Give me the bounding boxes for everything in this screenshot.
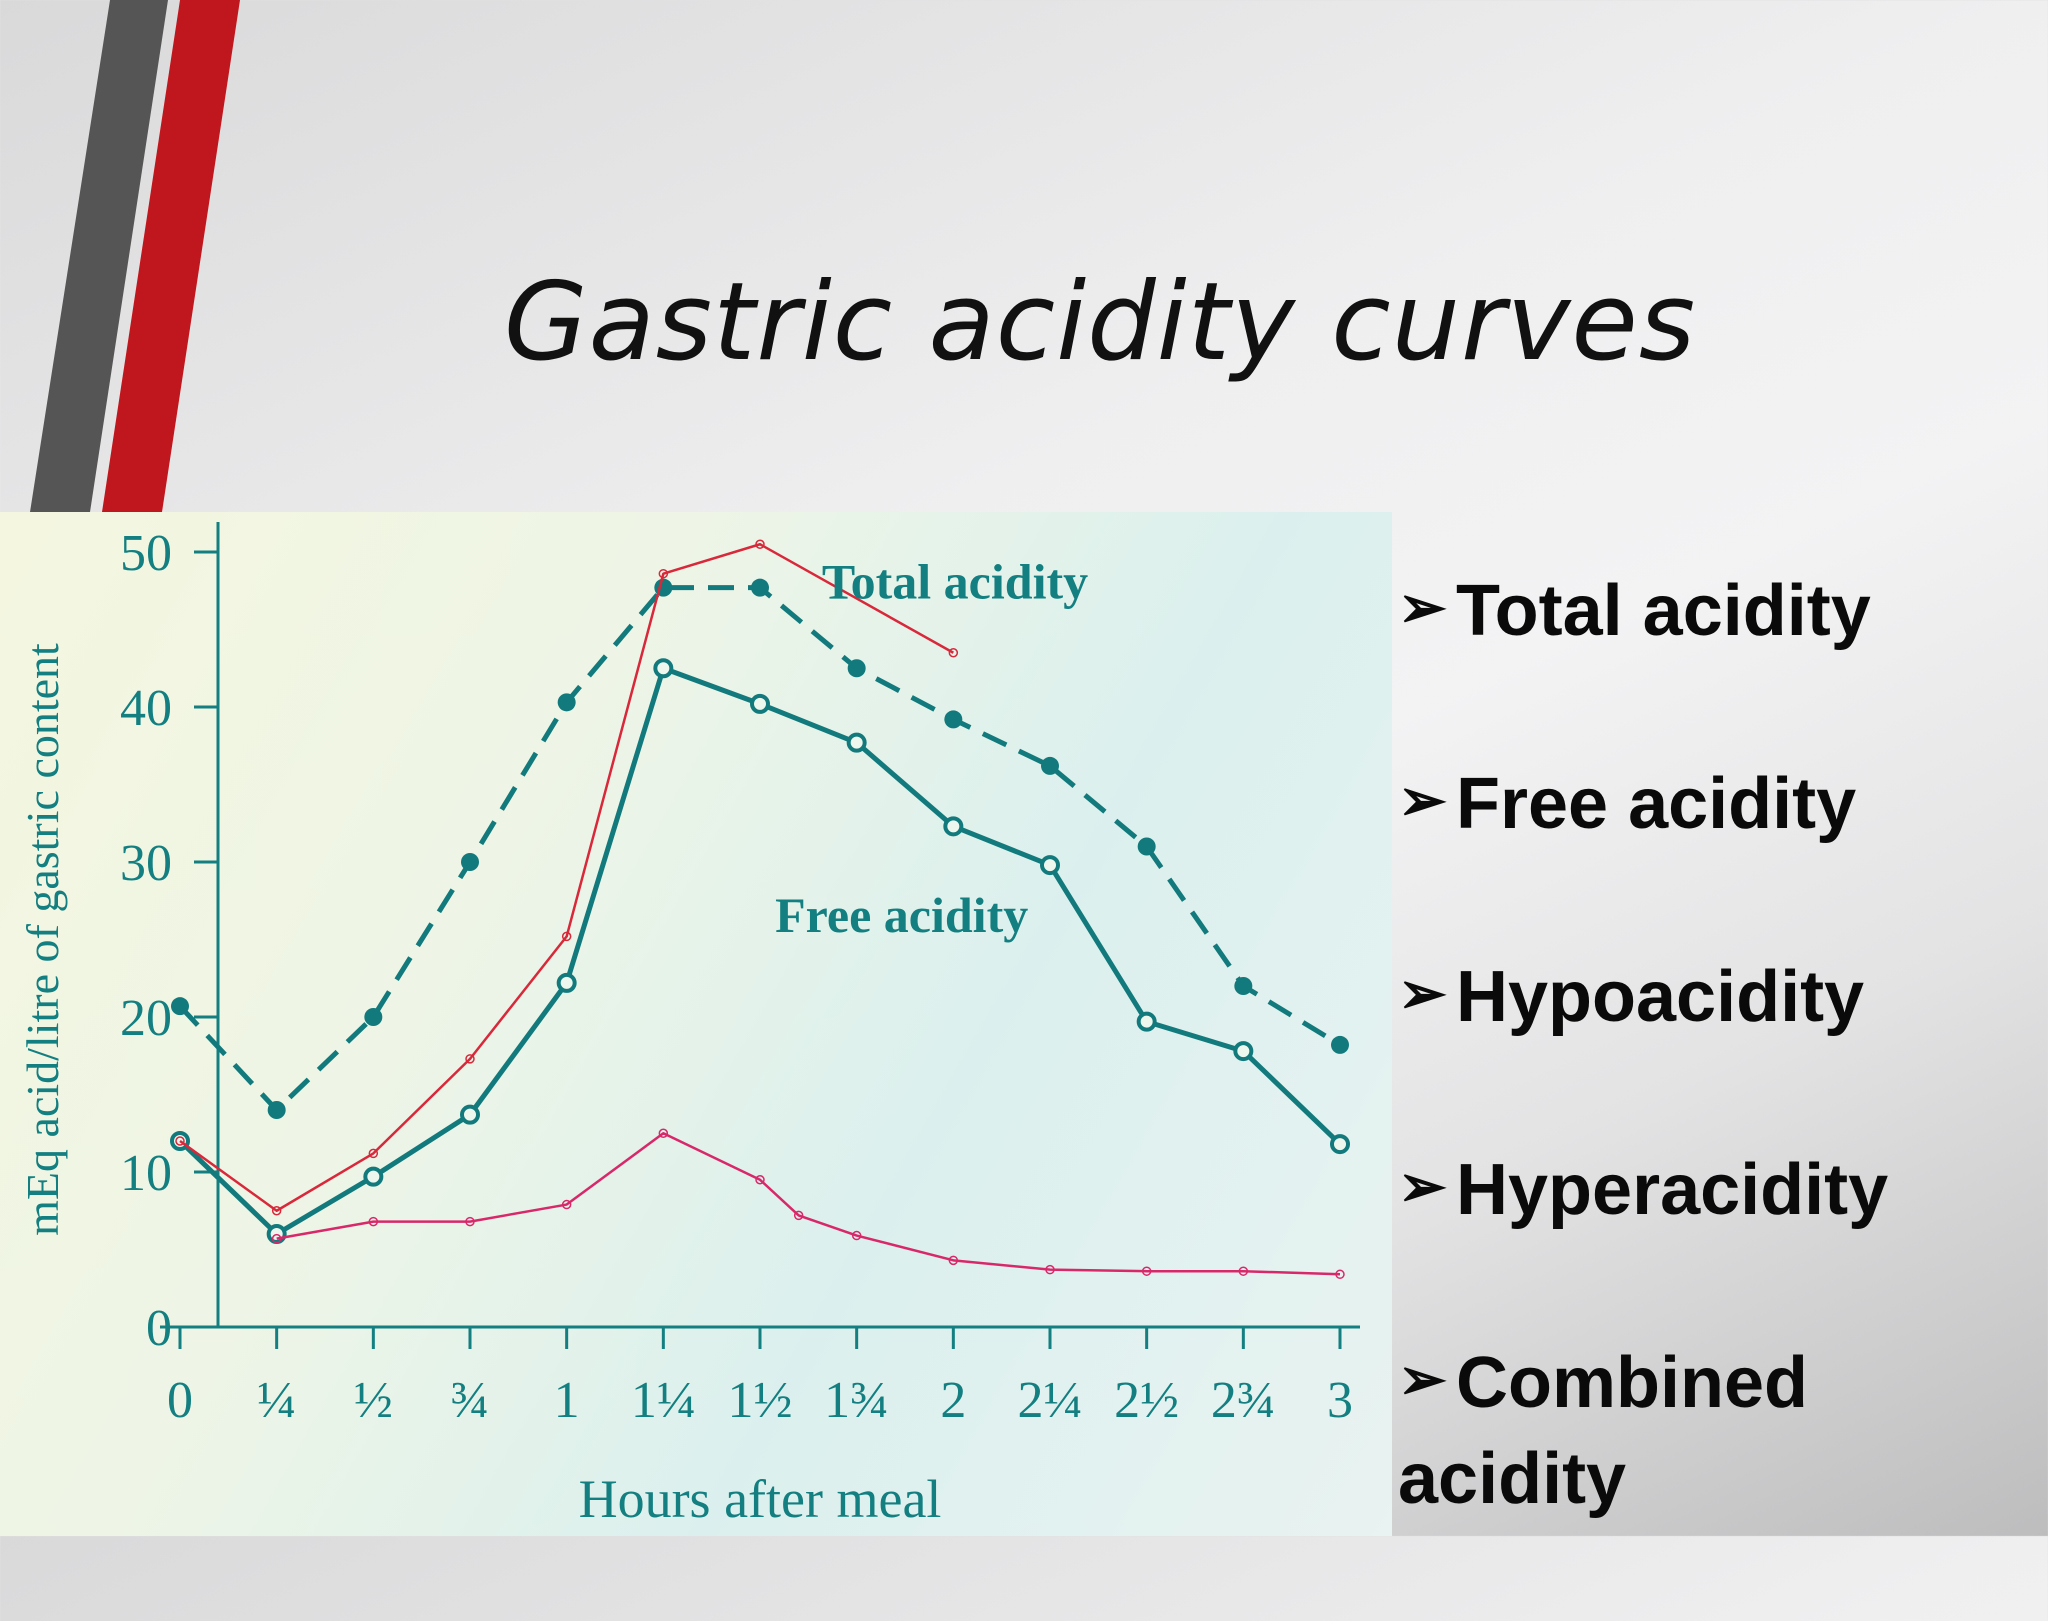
bullet-item: ➢ Combined acidity [1398,1332,1958,1527]
y-tick-label: 10 [120,1145,172,1202]
data-point [1136,1011,1157,1032]
bullet-item: ➢ Hypoacidity [1398,946,2038,1045]
data-point [1141,1266,1152,1276]
data-point [750,693,770,714]
data-point [943,816,964,837]
data-point [368,1216,379,1227]
data-point [1331,1035,1349,1054]
y-tick-label: 50 [120,525,172,582]
data-point [653,658,674,679]
bullet-text: Hyperacidity [1456,1150,1889,1230]
data-point [658,568,669,579]
bullet-item: ➢ Free acidity [1398,753,2038,852]
slide-title: Gastric acidity curves [503,260,1697,385]
chart-annotation: Total acidity [822,554,1088,610]
bullet-text: Free acidity [1456,764,1857,844]
data-point [851,1230,862,1241]
data-point [465,1054,475,1064]
x-tick-label: 2¼ [1018,1372,1083,1429]
y-tick-label: 30 [120,835,172,892]
gastric-acidity-chart: 0 10 20 30 40 50 0 ¼ ½ ¾ 1 1¼ 1½ 1¾ 2 2¼ 2½ 2¾ 3 Hours afte… [17,522,1360,1529]
data-point [846,732,867,753]
data-point [1233,1041,1254,1062]
data-point [460,1104,480,1125]
y-tick-label: 0 [146,1300,172,1357]
data-point [175,1136,185,1146]
data-point [271,1233,282,1244]
bullet-list: ➢ Total acidity ➢ Free acidity ➢ Hypoacidit… [1398,560,2038,1621]
data-point [267,1101,286,1119]
bullet-text: Combined acidity [1398,1343,1808,1519]
gray-stripe [30,0,168,512]
bullet-item: ➢ Hyperacidity [1398,1139,2038,1238]
red-stripe [102,0,240,512]
data-point [1040,855,1060,876]
data-point [793,1210,804,1221]
series-line-2 [179,543,954,1212]
data-point [557,693,576,712]
data-point [561,931,572,942]
data-point [658,1128,669,1138]
data-point [948,1255,959,1266]
x-tick-label: 1½ [728,1372,793,1429]
x-tick-label: 0 [167,1372,193,1429]
y-tick-label: 40 [120,680,172,737]
x-tick-label: 1¾ [824,1372,889,1429]
x-tick-label: 3 [1327,1372,1353,1429]
data-point [561,1199,572,1210]
data-point [755,1175,765,1185]
data-point [364,1008,383,1026]
data-point [751,578,769,597]
series-line-0 [178,585,1342,1113]
x-tick-label: ¾ [451,1372,490,1429]
series-line-1 [178,665,1342,1237]
data-point [1137,837,1156,856]
data-point [171,997,189,1016]
data-point [363,1166,384,1187]
arrow-bullet-icon: ➢ [1398,575,1447,640]
data-point [944,710,963,729]
data-point [461,853,479,871]
data-point [556,972,577,993]
data-point [948,648,959,658]
bullet-text: Total acidity [1456,571,1871,651]
series-line-3 [276,1132,1341,1276]
data-point [368,1148,379,1159]
x-tick-label: ¼ [257,1372,296,1429]
bullet-text: Hypoacidity [1456,957,1865,1037]
x-axis-label: Hours after meal [579,1469,942,1529]
arrow-bullet-icon: ➢ [1398,1347,1447,1412]
x-tick-label: 2¾ [1211,1372,1276,1429]
data-point [1330,1134,1350,1155]
data-point [1234,977,1253,995]
decorative-stripes [30,0,240,512]
x-tick-label: 2 [940,1372,966,1429]
bullet-item: ➢ Total acidity [1398,560,2038,659]
y-axis-label: mEq acid/litre of gastric content [17,643,68,1236]
arrow-bullet-icon: ➢ [1398,961,1447,1026]
data-point [465,1216,475,1227]
data-point [271,1206,282,1216]
x-tick-label: 2½ [1114,1372,1179,1429]
data-point [1045,1264,1055,1275]
chart-annotation: Free acidity [775,887,1028,943]
x-tick-label: ½ [354,1372,393,1429]
data-point [847,659,866,678]
x-tick-label: 1¼ [631,1372,696,1429]
data-point [1041,756,1059,775]
data-point [1335,1269,1345,1280]
arrow-bullet-icon: ➢ [1398,1154,1447,1219]
data-point [1238,1266,1249,1276]
x-tick-label: 1 [554,1372,580,1429]
data-point [755,539,765,549]
chart-panel: 0 10 20 30 40 50 0 ¼ ½ ¾ 1 1¼ 1½ 1¾ 2 2¼ 2½ 2¾ 3 Hours afte… [0,512,1392,1536]
y-tick-label: 20 [120,990,172,1047]
arrow-bullet-icon: ➢ [1398,768,1447,833]
